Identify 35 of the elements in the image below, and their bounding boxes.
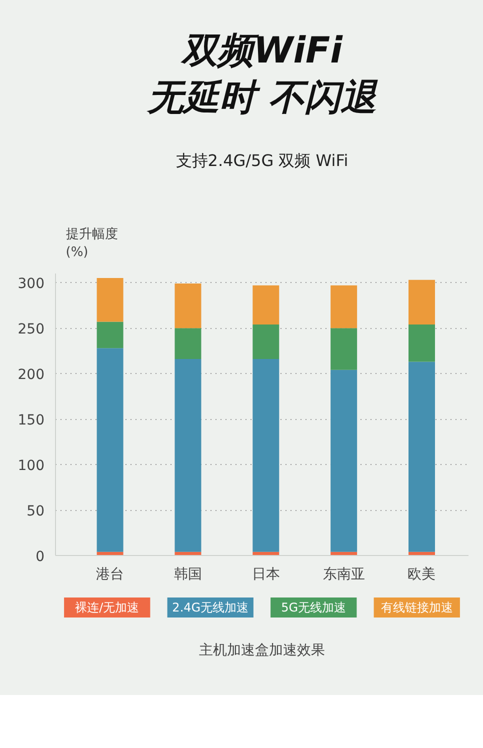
bar xyxy=(96,278,124,322)
text: 有线链接加速 xyxy=(380,600,453,614)
text: 主机加速盒加速效果 xyxy=(199,642,325,658)
bar xyxy=(252,285,280,324)
x-tick-label: 东南亚 xyxy=(322,566,365,582)
y-tick-label: 150 xyxy=(18,412,45,429)
bar xyxy=(408,280,435,324)
y-tick-label: 250 xyxy=(18,322,45,338)
x-tick-label: 日本 xyxy=(252,566,280,582)
text: 裸连/无加速 xyxy=(75,600,140,614)
y-tick-label: 200 xyxy=(18,367,45,384)
bar xyxy=(174,284,202,328)
y-tick-label: 0 xyxy=(36,549,45,565)
bar xyxy=(252,359,280,552)
text: 2.4G无线加速 xyxy=(172,600,249,614)
chart-title: 双频WiFi 无延时 不闪退 xyxy=(146,30,378,119)
x-tick-label: 欧美 xyxy=(408,566,436,582)
y-tick-label: 100 xyxy=(18,458,45,474)
bar xyxy=(408,324,435,362)
bar xyxy=(96,348,124,552)
y-tick-label: 50 xyxy=(26,504,45,520)
y-tick-label: 300 xyxy=(18,276,45,292)
bar xyxy=(252,324,280,360)
text: 5G无线加速 xyxy=(281,600,346,614)
bar xyxy=(174,359,202,552)
x-tick-label: 港台 xyxy=(96,566,124,582)
bar xyxy=(330,285,358,328)
bar xyxy=(330,370,358,552)
x-tick-label: 韩国 xyxy=(174,566,202,582)
bar xyxy=(174,328,202,360)
bar xyxy=(330,328,358,370)
y-axis-title: 提升幅度 (%) xyxy=(66,226,118,260)
bar xyxy=(96,322,124,348)
bar xyxy=(408,362,435,552)
chart-subtitle: 支持2.4G/5G 双频 WiFi xyxy=(176,151,348,170)
